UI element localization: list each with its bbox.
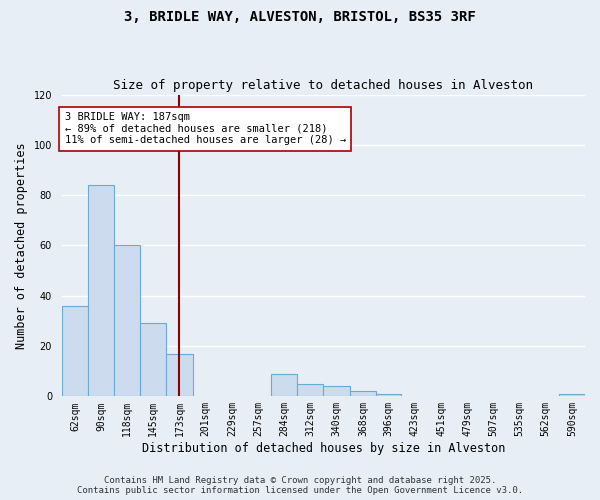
Bar — [559, 394, 585, 396]
Text: 3 BRIDLE WAY: 187sqm
← 89% of detached houses are smaller (218)
11% of semi-deta: 3 BRIDLE WAY: 187sqm ← 89% of detached h… — [65, 112, 346, 146]
Text: Contains HM Land Registry data © Crown copyright and database right 2025.
Contai: Contains HM Land Registry data © Crown c… — [77, 476, 523, 495]
Bar — [350, 392, 376, 396]
Bar — [88, 185, 115, 396]
Text: 3, BRIDLE WAY, ALVESTON, BRISTOL, BS35 3RF: 3, BRIDLE WAY, ALVESTON, BRISTOL, BS35 3… — [124, 10, 476, 24]
Title: Size of property relative to detached houses in Alveston: Size of property relative to detached ho… — [113, 79, 533, 92]
Bar — [115, 246, 140, 396]
Bar — [376, 394, 401, 396]
Bar — [271, 374, 297, 396]
Bar — [297, 384, 323, 396]
Bar — [323, 386, 350, 396]
Bar — [140, 324, 166, 396]
Bar — [62, 306, 88, 396]
Y-axis label: Number of detached properties: Number of detached properties — [15, 142, 28, 349]
Bar — [166, 354, 193, 397]
X-axis label: Distribution of detached houses by size in Alveston: Distribution of detached houses by size … — [142, 442, 505, 455]
